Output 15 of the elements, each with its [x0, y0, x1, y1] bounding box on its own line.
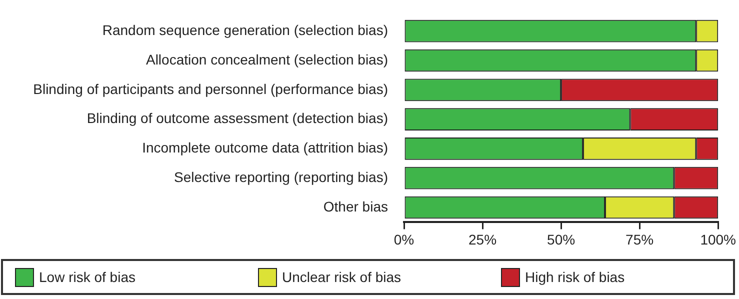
legend-label: High risk of bias — [525, 269, 625, 285]
y-tick-label: Blinding of participants and personnel (performance bias) — [33, 80, 388, 97]
x-tick-label: 50% — [547, 231, 576, 248]
y-tick-label: Blinding of outcome assessment (detection bias) — [86, 110, 388, 126]
y-tick-label: Random sequence generation (selection bias) — [102, 22, 388, 38]
x-tick-label: 25% — [468, 231, 497, 248]
y-tick-label: Other bias — [323, 198, 388, 214]
x-tick-label: 75% — [626, 231, 654, 248]
x-tick-label: 100% — [700, 231, 736, 248]
legend-label: Unclear risk of bias — [282, 269, 402, 285]
y-tick-label: Selective reporting (reporting bias) — [174, 168, 388, 185]
x-tick-label: 0% — [394, 231, 414, 248]
y-tick-label: Incomplete outcome data (attrition bias) — [142, 140, 388, 156]
legend-label: Low risk of bias — [39, 269, 136, 285]
y-tick-label: Allocation concealment (selection bias) — [146, 51, 388, 68]
